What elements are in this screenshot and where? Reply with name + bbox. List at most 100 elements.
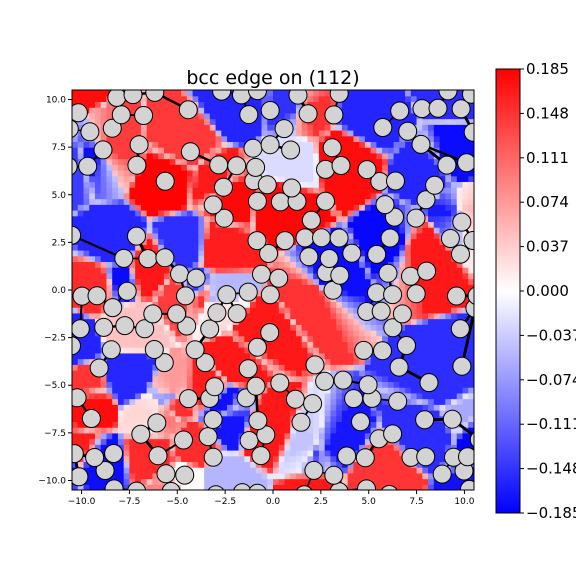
- heatmap-cell: [422, 352, 429, 360]
- heatmap-cell: [290, 478, 297, 485]
- heatmap-cell: [313, 118, 320, 125]
- heatmap-cell: [370, 210, 377, 217]
- heatmap-cell: [158, 438, 165, 445]
- heatmap-cell: [359, 290, 366, 297]
- heatmap-cell: [445, 398, 452, 405]
- heatmap-cell: [123, 164, 131, 171]
- heatmap-cell: [215, 438, 222, 445]
- heatmap-cell: [163, 330, 171, 337]
- heatmap-cell: [209, 135, 217, 143]
- heatmap-cell: [169, 187, 176, 194]
- heatmap-cell: [399, 227, 406, 234]
- heatmap-cell: [416, 478, 423, 485]
- heatmap-cell: [89, 272, 96, 280]
- heatmap-cell: [83, 381, 90, 388]
- heatmap-cell: [370, 135, 377, 143]
- heatmap-cell: [129, 107, 136, 114]
- heatmap-cell: [399, 427, 406, 434]
- heatmap-cell: [433, 307, 441, 314]
- heatmap-cell: [278, 255, 286, 263]
- heatmap-cell: [250, 330, 257, 337]
- heatmap-cell: [462, 267, 469, 274]
- heatmap-cell: [468, 347, 474, 354]
- heatmap-cell: [140, 352, 148, 360]
- heatmap-cell: [267, 261, 274, 268]
- heatmap-cell: [146, 158, 153, 165]
- heatmap-cell: [428, 170, 435, 177]
- heatmap-cell: [244, 415, 251, 423]
- heatmap-cell: [227, 124, 234, 131]
- heatmap-cell: [433, 341, 441, 348]
- heatmap-cell: [192, 312, 199, 320]
- heatmap-cell: [290, 467, 297, 474]
- heatmap-cell: [72, 187, 79, 194]
- heatmap-cell: [405, 147, 412, 154]
- heatmap-cell: [347, 130, 354, 137]
- heatmap-cell: [169, 438, 176, 445]
- heatmap-cell: [106, 427, 113, 434]
- heatmap-cell: [77, 141, 85, 148]
- heatmap-cell: [83, 244, 90, 251]
- heatmap-cell: [232, 444, 240, 451]
- heatmap-cell: [232, 335, 240, 343]
- heatmap-cell: [387, 312, 395, 320]
- heatmap-cell: [140, 130, 148, 137]
- heatmap-cell: [364, 118, 372, 125]
- heatmap-cell: [290, 324, 297, 331]
- heatmap-cell: [112, 267, 119, 274]
- heatmap-cell: [169, 152, 176, 160]
- heatmap-cell: [278, 227, 286, 234]
- heatmap-cell: [192, 255, 199, 263]
- heatmap-cell: [347, 107, 354, 114]
- heatmap-cell: [140, 461, 148, 468]
- heatmap-cell: [376, 227, 383, 234]
- heatmap-cell: [278, 364, 286, 371]
- heatmap-cell: [324, 427, 332, 434]
- heatmap-cell: [146, 398, 153, 405]
- heatmap-cell: [129, 461, 136, 468]
- heatmap-cell: [255, 295, 263, 303]
- heatmap-cell: [89, 215, 96, 223]
- heatmap-cell: [433, 301, 441, 308]
- heatmap-cell: [152, 381, 159, 388]
- heatmap-cell: [123, 101, 131, 108]
- heatmap-cell: [376, 95, 383, 103]
- heatmap-cell: [370, 415, 377, 423]
- heatmap-cell: [169, 192, 176, 200]
- heatmap-cell: [295, 175, 303, 183]
- heatmap-cell: [221, 427, 228, 434]
- heatmap-cell: [273, 472, 280, 480]
- heatmap-cell: [336, 410, 343, 417]
- heatmap-cell: [158, 135, 165, 143]
- heatmap-cell: [232, 295, 240, 303]
- heatmap-cell: [215, 267, 222, 274]
- heatmap-cell: [181, 118, 188, 125]
- heatmap-cell: [129, 278, 136, 285]
- heatmap-cell: [382, 112, 389, 120]
- heatmap-cell: [359, 250, 366, 257]
- heatmap-cell: [341, 438, 349, 445]
- heatmap-cell: [117, 358, 125, 365]
- heatmap-cell: [244, 135, 251, 143]
- heatmap-cell: [267, 215, 274, 223]
- heatmap-cell: [106, 290, 113, 297]
- heatmap-cell: [290, 484, 297, 490]
- heatmap-cell: [433, 330, 441, 337]
- heatmap-cell: [341, 221, 349, 228]
- heatmap-cell: [439, 444, 446, 451]
- heatmap-cell: [273, 95, 280, 103]
- heatmap-cell: [100, 130, 108, 137]
- heatmap-cell: [370, 107, 377, 114]
- heatmap-cell: [123, 352, 131, 360]
- heatmap-cell: [221, 198, 228, 205]
- heatmap-cell: [198, 181, 205, 188]
- heatmap-cell: [106, 278, 113, 285]
- heatmap-cell: [77, 278, 85, 285]
- heatmap-cell: [209, 272, 217, 280]
- heatmap-cell: [192, 421, 199, 428]
- heatmap-cell: [117, 432, 125, 440]
- heatmap-cell: [422, 284, 429, 291]
- heatmap-cell: [462, 118, 469, 125]
- heatmap-cell: [318, 324, 326, 331]
- heatmap-cell: [330, 307, 337, 314]
